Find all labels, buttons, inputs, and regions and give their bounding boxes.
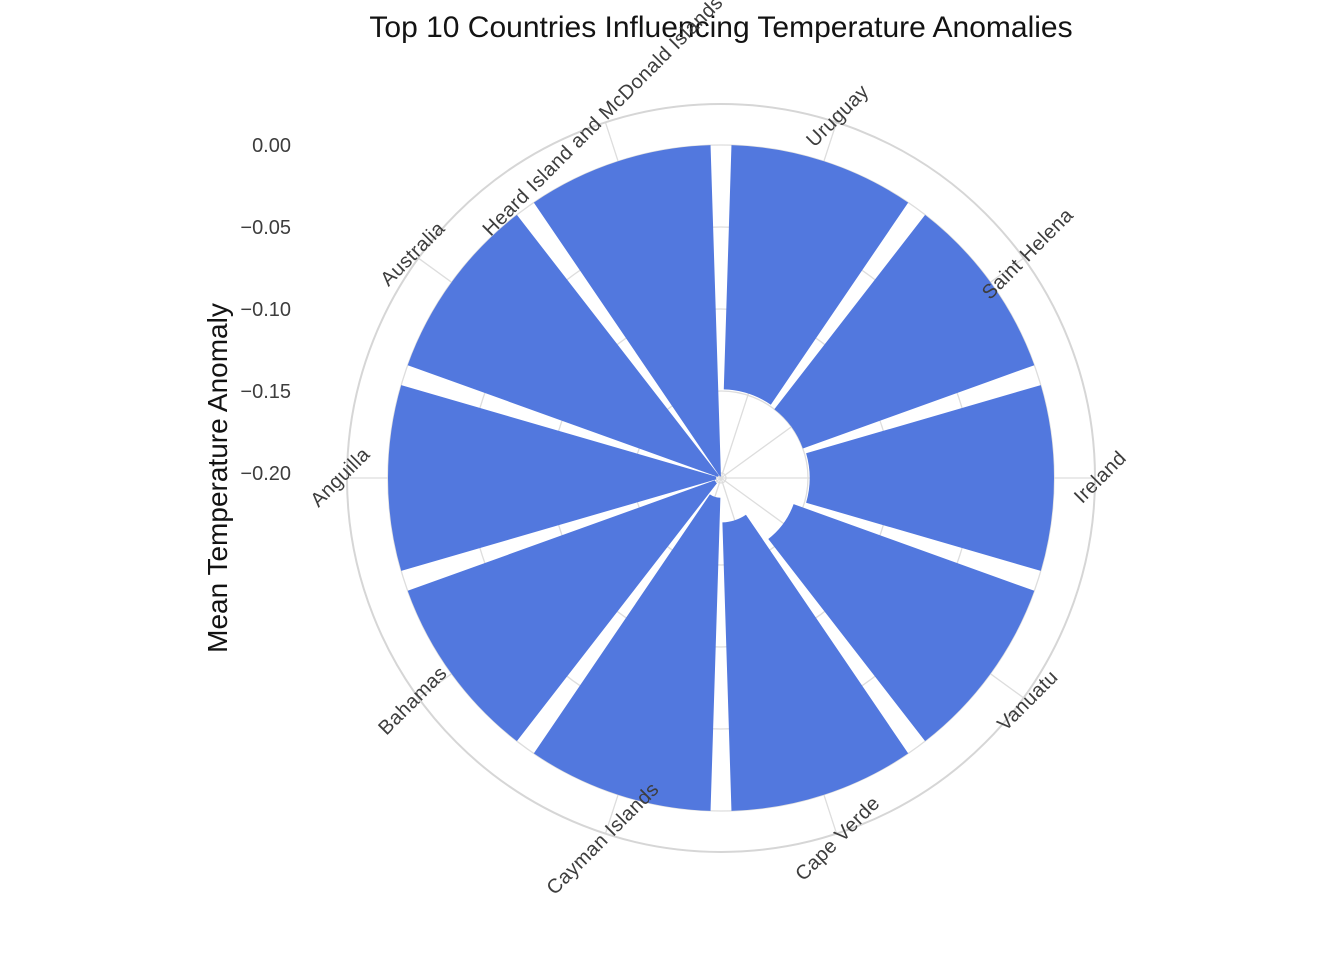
bar-wedge-cape-verde — [722, 514, 909, 811]
radial-tick-label: −0.20 — [240, 463, 291, 485]
bars-layer — [387, 145, 1055, 811]
category-label-cape-verde: Cape Verde — [791, 792, 884, 885]
category-label-vanuatu: Vanuatu — [993, 666, 1062, 735]
chart-title: Top 10 Countries Influencing Temperature… — [369, 11, 1073, 44]
category-label-anguilla: Anguilla — [306, 443, 374, 511]
bar-wedge-heard-island-and-mcdonald-islands — [533, 145, 721, 477]
category-label-saint-helena: Saint Helena — [978, 204, 1078, 304]
bar-wedge-anguilla — [387, 385, 717, 571]
bar-wedge-vanuatu — [768, 504, 1035, 742]
radial-tick-label: 0.00 — [252, 135, 291, 157]
bar-wedge-saint-helena — [774, 214, 1035, 449]
radial-tick-label: −0.15 — [240, 381, 291, 403]
category-label-bahamas: Bahamas — [374, 662, 451, 739]
radial-tick-label: −0.10 — [240, 299, 291, 321]
bar-wedge-cayman-islands — [533, 494, 721, 811]
bar-wedge-bahamas — [407, 480, 717, 742]
category-label-cayman-islands: Cayman Islands — [543, 778, 664, 899]
radial-tick-label: −0.05 — [240, 217, 291, 239]
outer-ring — [346, 103, 1096, 853]
bar-wedge-australia — [407, 214, 719, 477]
category-label-australia: Australia — [376, 217, 449, 290]
bar-wedge-ireland — [806, 385, 1055, 571]
bar-wedge-uruguay — [723, 145, 909, 405]
radial-tick-labels: 0.00 −0.05 −0.10 −0.15 −0.20 — [240, 135, 291, 485]
